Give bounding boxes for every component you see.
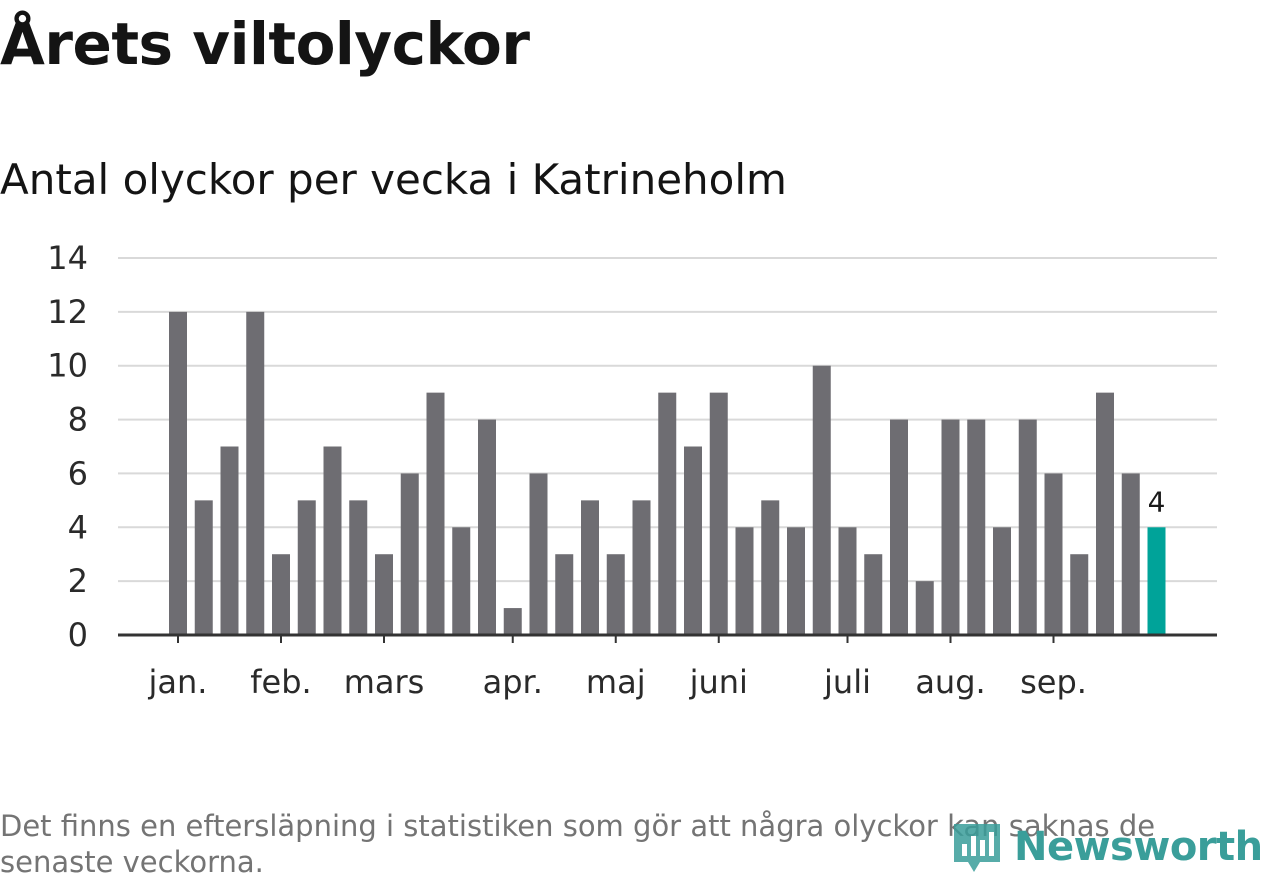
bar[interactable] bbox=[632, 500, 651, 635]
bar[interactable] bbox=[1018, 419, 1037, 635]
bar[interactable] bbox=[297, 500, 316, 635]
bar[interactable] bbox=[1121, 473, 1140, 635]
data-label: 4 bbox=[1148, 485, 1166, 518]
bar[interactable] bbox=[838, 527, 857, 635]
bar[interactable] bbox=[426, 392, 445, 635]
y-tick-label: 2 bbox=[68, 562, 88, 600]
y-tick-label: 4 bbox=[68, 508, 88, 546]
y-tick-label: 12 bbox=[47, 293, 88, 331]
x-tick-label: juli bbox=[823, 663, 871, 701]
bar[interactable] bbox=[915, 581, 934, 635]
bar[interactable] bbox=[1096, 392, 1114, 635]
bar-highlight[interactable] bbox=[1147, 527, 1166, 635]
bar[interactable] bbox=[400, 473, 419, 635]
y-tick-label: 0 bbox=[68, 616, 88, 654]
y-tick-label: 6 bbox=[68, 454, 88, 492]
chart-subtitle: Antal olyckor per vecka i Katrineholm bbox=[0, 155, 787, 204]
x-tick-label: maj bbox=[586, 663, 646, 701]
bar[interactable] bbox=[1044, 473, 1063, 635]
bar[interactable] bbox=[375, 554, 393, 635]
x-tick-label: aug. bbox=[915, 663, 985, 701]
y-tick-label: 8 bbox=[68, 401, 88, 439]
bar[interactable] bbox=[194, 500, 213, 635]
newsworthy-logo-icon bbox=[954, 824, 1000, 872]
bar[interactable] bbox=[452, 527, 471, 635]
x-tick-label: juni bbox=[689, 663, 748, 701]
brand-logo[interactable]: Newsworthy bbox=[950, 820, 1262, 874]
bar[interactable] bbox=[555, 554, 574, 635]
x-tick-label: jan. bbox=[148, 663, 208, 701]
x-tick-label: apr. bbox=[483, 663, 543, 701]
bar[interactable] bbox=[220, 446, 239, 636]
bar[interactable] bbox=[941, 419, 960, 635]
bar[interactable] bbox=[967, 419, 986, 635]
bar-chart: 0 2 4 6 8 10 12 14 4 jan. feb. mars apr. maj juni juli a… bbox=[47, 239, 1217, 701]
x-tick-label: mars bbox=[344, 663, 425, 701]
bar[interactable] bbox=[787, 527, 805, 635]
brand-name: Newsworthy bbox=[1014, 824, 1262, 870]
bar[interactable] bbox=[735, 527, 754, 635]
y-tick-label: 10 bbox=[47, 347, 88, 385]
bar[interactable] bbox=[1070, 554, 1089, 635]
bar[interactable] bbox=[246, 311, 265, 635]
bar[interactable] bbox=[272, 554, 290, 635]
bar[interactable] bbox=[529, 473, 548, 635]
bar[interactable] bbox=[503, 608, 522, 635]
chart-title: Årets viltolyckor bbox=[0, 10, 530, 78]
bar[interactable] bbox=[993, 527, 1011, 635]
bar[interactable] bbox=[864, 554, 883, 635]
bar[interactable] bbox=[709, 392, 728, 635]
y-tick-label: 14 bbox=[47, 239, 88, 277]
bar[interactable] bbox=[658, 392, 677, 635]
bar[interactable] bbox=[812, 365, 831, 635]
bar[interactable] bbox=[890, 419, 908, 635]
bar[interactable] bbox=[684, 446, 702, 636]
bar[interactable] bbox=[478, 419, 496, 635]
x-tick-label: sep. bbox=[1020, 663, 1087, 701]
bar[interactable] bbox=[349, 500, 368, 635]
bar[interactable] bbox=[169, 311, 187, 635]
x-tick-label: feb. bbox=[250, 663, 311, 701]
bar[interactable] bbox=[761, 500, 780, 635]
bar[interactable] bbox=[323, 446, 342, 636]
bar[interactable] bbox=[606, 554, 625, 635]
bar[interactable] bbox=[581, 500, 599, 635]
